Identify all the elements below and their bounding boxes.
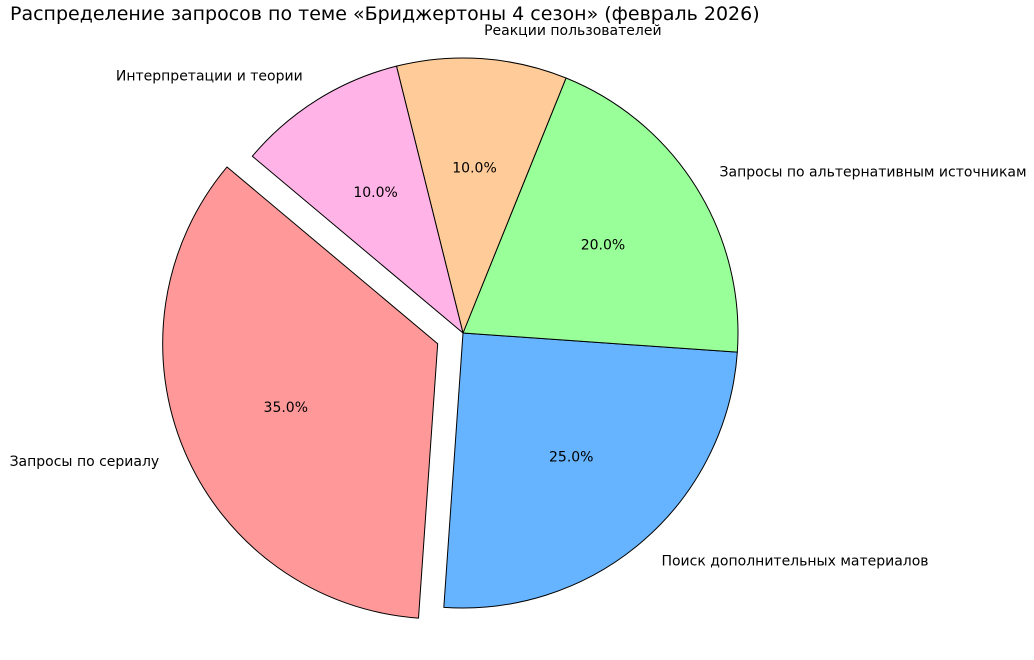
slice-label-0: Запросы по сериалу (10, 454, 160, 470)
slice-pct-label-4: 10.0% (353, 185, 397, 201)
slice-pct-label-0: 35.0% (264, 400, 308, 416)
pie-slice-3 (395, 57, 567, 334)
slice-pct-label-3: 10.0% (452, 160, 496, 176)
slice-label-4: Интерпретации и теории (116, 68, 303, 84)
slice-pct-label-1: 25.0% (549, 450, 593, 466)
slice-pct-label-2: 20.0% (581, 238, 625, 254)
slice-label-1: Поиск дополнительных материалов (661, 553, 928, 569)
slice-label-2: Запросы по альтернативным источникам (720, 165, 1027, 181)
slice-label-3: Реакции пользователей (484, 23, 661, 39)
pie-slice-1 (443, 332, 738, 609)
pie-slice-2 (462, 77, 739, 353)
pie-slice-4 (251, 65, 464, 334)
chart-title: Распределение запросов по теме «Бриджерт… (10, 3, 760, 25)
pie-slice-0 (162, 166, 439, 619)
